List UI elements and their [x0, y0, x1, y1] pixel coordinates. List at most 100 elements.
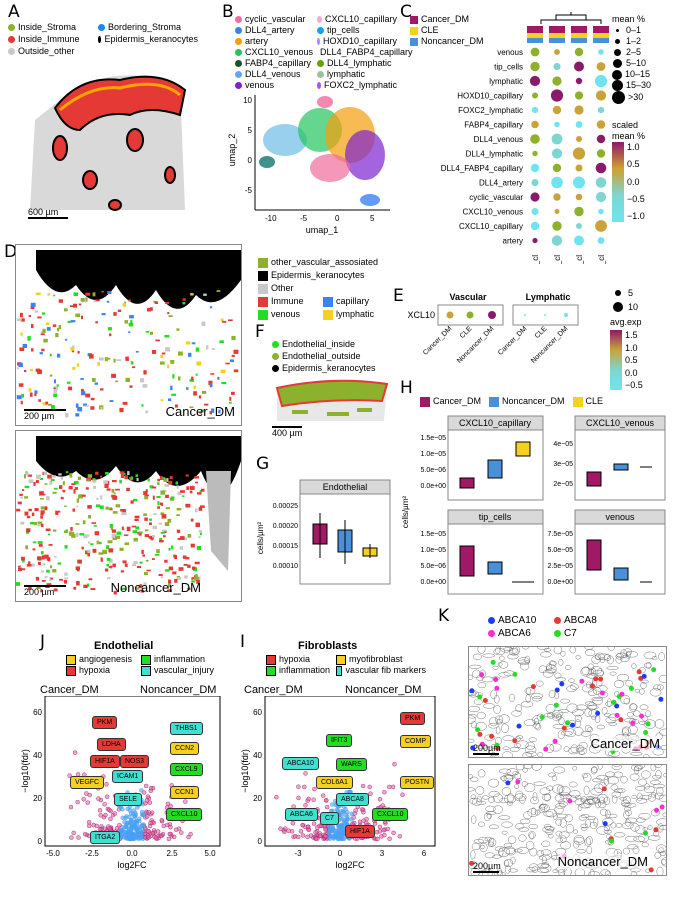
cells: [469, 647, 666, 757]
dendrogram: [540, 12, 602, 24]
x-tick: -5: [300, 214, 308, 223]
cell: [87, 549, 91, 553]
cell: [160, 354, 163, 359]
dot: [531, 106, 539, 114]
gene-point: [150, 830, 156, 836]
cell-outline: [655, 770, 662, 779]
cell-outline: [597, 765, 603, 770]
cell-outline: [662, 812, 666, 818]
cell: [133, 537, 138, 542]
gene-label: PKM: [400, 712, 426, 725]
legend-label: angiogenesis: [79, 654, 133, 664]
left-group-label: Cancer_DM: [244, 684, 303, 696]
cell-outline: [606, 813, 618, 819]
cell-outline: [603, 829, 612, 834]
dot: [551, 235, 563, 246]
gene-label: VEGFC: [70, 776, 105, 789]
cell: [186, 486, 190, 490]
epidermis-layer: [36, 250, 241, 309]
gene-point: [146, 835, 152, 840]
cell: [190, 518, 194, 522]
cell-outline: [644, 710, 651, 717]
cell: [95, 321, 98, 324]
cell: [28, 315, 31, 318]
cell: [107, 291, 112, 294]
cell-outline: [584, 725, 592, 733]
cell-outline: [540, 849, 552, 856]
cell: [104, 484, 109, 488]
cell: [25, 471, 28, 474]
cell-outline: [570, 744, 579, 754]
cell-outline: [558, 786, 571, 796]
cell-outline: [607, 776, 619, 785]
cell: [35, 292, 41, 296]
dot: [576, 223, 582, 229]
cell: [136, 565, 142, 568]
cell: [154, 554, 160, 556]
cell: [182, 555, 187, 559]
cell-outline: [515, 823, 525, 830]
dot: [553, 193, 561, 201]
cell-outline: [517, 659, 530, 664]
cell: [91, 522, 97, 524]
cell-outline: [575, 745, 585, 753]
cell: [190, 293, 194, 296]
cell-outline: [590, 787, 603, 796]
cell: [120, 509, 125, 512]
stack-segment: [593, 26, 609, 33]
legend-swatch: [258, 283, 268, 294]
scale-line: [473, 871, 499, 873]
legend-swatch: [258, 309, 268, 320]
cell-outline: [509, 647, 518, 654]
cell: [44, 483, 48, 485]
cell-outline: [580, 731, 592, 737]
cell-outline: [603, 776, 610, 786]
legend-label: >30: [628, 92, 644, 102]
cell: [157, 482, 160, 485]
cell-outline: [564, 664, 572, 670]
cell: [49, 577, 52, 581]
x-axis-label: umap_1: [306, 225, 339, 235]
box: [487, 561, 503, 575]
gene-point: [69, 835, 74, 840]
cell-outline: [634, 688, 641, 693]
cell: [121, 510, 127, 516]
cell: [49, 374, 53, 377]
cell: [31, 512, 35, 517]
dot: [531, 179, 539, 186]
cell: [167, 583, 171, 588]
cell-outline: [633, 836, 645, 843]
legend-label: inflammation: [154, 654, 206, 664]
marker-cell: [482, 698, 488, 703]
cell: [160, 512, 165, 515]
cell: [88, 578, 93, 581]
cell: [231, 391, 235, 395]
dot: [531, 208, 539, 215]
y-tick: 40: [33, 751, 42, 760]
cell: [176, 529, 181, 533]
cell-outline: [654, 765, 662, 768]
gene-point: [81, 797, 86, 802]
row-label: FOXC2_lymphatic: [458, 106, 523, 115]
cell-outline: [540, 651, 552, 658]
scale-label: 200µm: [473, 861, 501, 871]
cell: [209, 306, 213, 309]
cell-outline: [494, 871, 506, 875]
gene-point: [183, 799, 188, 804]
cell: [200, 488, 205, 492]
gene-point: [128, 821, 133, 826]
cell: [233, 349, 239, 354]
dot: [598, 208, 604, 215]
cell-outline: [606, 655, 614, 665]
cell-outline: [596, 775, 609, 781]
cell: [93, 300, 96, 303]
cell-outline: [538, 804, 548, 810]
cell: [159, 361, 165, 365]
cell: [35, 368, 41, 372]
cell-outline: [611, 765, 622, 770]
cell-outline: [636, 817, 646, 823]
cell: [76, 568, 80, 572]
gene-label: POSTN: [400, 776, 435, 789]
legend-label: CLE: [421, 25, 439, 35]
gene-point: [361, 809, 366, 815]
